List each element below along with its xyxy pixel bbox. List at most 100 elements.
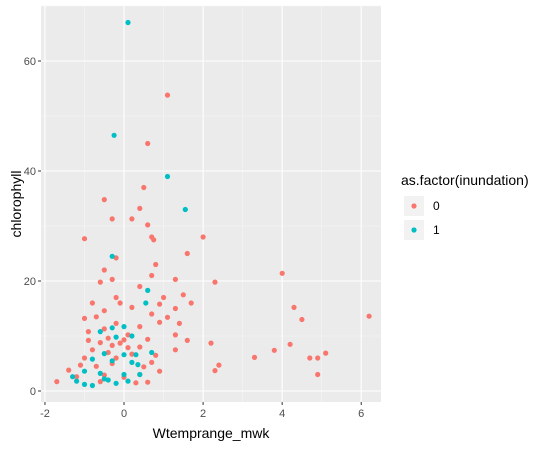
legend: as.factor(inundation) 0 1	[401, 172, 529, 240]
data-point-series-0	[153, 261, 159, 268]
data-point-series-0	[184, 250, 190, 257]
data-point-series-1	[121, 371, 127, 378]
data-point-series-0	[66, 367, 72, 373]
x-tick-label: 6	[358, 408, 364, 420]
data-point-series-0	[97, 279, 103, 285]
data-point-series-0	[149, 359, 155, 365]
data-point-series-0	[129, 216, 135, 222]
data-point-series-1	[121, 324, 127, 330]
legend-label: 0	[433, 199, 440, 213]
data-point-series-0	[125, 345, 131, 351]
y-tick-label: 40	[24, 166, 36, 178]
data-point-series-0	[366, 313, 372, 319]
legend-key-point	[411, 203, 417, 209]
data-point-series-0	[149, 272, 155, 279]
data-point-series-0	[315, 371, 321, 378]
data-point-series-1	[109, 253, 115, 259]
data-point-series-0	[109, 276, 115, 282]
data-point-series-0	[212, 279, 218, 285]
data-point-series-0	[151, 237, 157, 243]
x-tick-label: 4	[279, 408, 285, 420]
data-point-series-1	[129, 333, 135, 339]
data-point-series-0	[137, 344, 143, 350]
x-axis-ticks: -2 0 2 4 6	[40, 402, 364, 420]
data-point-series-1	[145, 287, 151, 293]
data-point-series-0	[172, 305, 178, 312]
data-point-series-1	[143, 300, 149, 306]
data-point-series-0	[141, 184, 147, 191]
data-point-series-0	[117, 340, 123, 346]
data-point-series-1	[81, 381, 88, 387]
y-tick-label: 0	[30, 386, 36, 398]
data-point-series-1	[105, 377, 111, 383]
data-point-series-0	[271, 347, 277, 353]
data-point-series-1	[89, 382, 95, 389]
data-point-series-0	[287, 341, 293, 347]
data-point-series-0	[141, 364, 147, 370]
data-point-series-0	[54, 379, 60, 385]
data-point-series-1	[111, 132, 117, 138]
data-point-series-0	[101, 267, 107, 273]
data-point-series-0	[323, 350, 329, 356]
data-point-series-0	[184, 337, 190, 343]
data-point-series-1	[97, 370, 103, 376]
data-point-series-1	[74, 378, 80, 384]
major-gridlines	[41, 6, 381, 402]
data-point-series-0	[145, 336, 151, 342]
data-point-series-0	[101, 372, 107, 378]
data-point-series-0	[200, 234, 206, 240]
data-point-series-0	[315, 355, 321, 361]
data-point-series-0	[74, 374, 80, 380]
data-point-series-0	[161, 294, 167, 301]
data-points	[54, 19, 372, 389]
data-point-series-0	[101, 197, 107, 203]
data-point-series-0	[97, 379, 103, 385]
data-point-series-0	[291, 304, 297, 310]
data-point-series-1	[101, 376, 107, 382]
data-point-series-0	[101, 326, 107, 332]
data-point-series-0	[121, 337, 127, 343]
data-point-series-0	[85, 337, 91, 343]
data-point-series-0	[109, 216, 115, 222]
data-point-series-0	[137, 205, 143, 211]
data-point-series-1	[125, 378, 131, 384]
data-point-series-0	[172, 332, 178, 338]
data-point-series-0	[137, 283, 143, 290]
data-point-series-0	[89, 347, 95, 353]
data-point-series-0	[125, 332, 131, 338]
data-point-series-0	[133, 380, 139, 386]
data-point-series-0	[81, 236, 88, 242]
data-point-series-0	[188, 300, 194, 306]
data-point-series-1	[137, 371, 143, 378]
data-point-series-0	[279, 270, 285, 276]
data-point-series-0	[172, 276, 178, 282]
y-axis-ticks: 0 20 40 60	[24, 56, 41, 398]
y-tick-label: 60	[24, 56, 36, 68]
data-point-series-0	[113, 294, 119, 301]
data-point-series-0	[101, 308, 107, 314]
data-point-series-1	[89, 356, 95, 362]
data-point-series-0	[93, 363, 99, 369]
x-tick-label: 2	[200, 408, 206, 420]
data-point-series-0	[113, 355, 119, 361]
data-point-series-1	[129, 359, 135, 365]
data-point-series-0	[145, 222, 151, 228]
y-axis-title: chlorophyll	[8, 171, 24, 238]
data-point-series-0	[113, 320, 119, 326]
data-point-series-0	[212, 368, 218, 374]
data-point-series-1	[109, 358, 115, 364]
data-point-series-0	[81, 315, 88, 321]
data-point-series-1	[164, 173, 171, 180]
data-point-series-0	[129, 351, 135, 357]
data-point-series-0	[164, 314, 171, 320]
data-point-series-1	[135, 362, 141, 368]
data-point-series-0	[117, 300, 123, 306]
data-point-series-1	[113, 380, 119, 386]
data-point-series-0	[109, 342, 115, 348]
data-point-series-1	[113, 334, 119, 340]
data-point-series-0	[113, 255, 119, 261]
data-point-series-0	[208, 340, 214, 346]
x-axis-title: Wtemprange_mwk	[153, 425, 271, 441]
x-tick-label: 0	[121, 408, 127, 420]
